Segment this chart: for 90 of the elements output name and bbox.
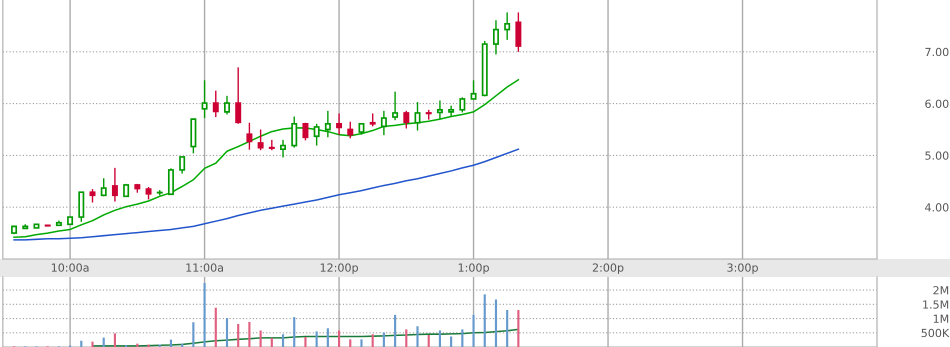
bar [316,331,318,347]
bar [338,330,340,347]
candlestick [504,12,510,41]
bar [226,318,228,347]
bar [326,328,329,347]
candlestick [302,122,308,142]
bar [214,308,217,347]
candlestick [112,167,118,202]
candlestick [403,110,410,130]
candlestick [212,90,219,118]
candlestick [179,156,186,174]
y-tick-label: 5.00 [925,151,948,160]
candlestick [246,122,252,150]
candlestick [436,100,443,120]
x-tick-label: 1:00p [458,263,489,274]
bar [416,326,419,347]
bar [147,344,150,347]
bar [484,294,486,347]
candlestick [90,188,96,204]
candlestick [123,183,130,198]
bar [405,329,408,347]
bar [517,310,520,347]
bar [349,339,352,347]
candlestick [146,186,152,200]
candlestick [392,90,398,121]
candlestick [492,20,499,56]
bar [136,344,138,347]
y-tick-label: 1.5M [923,300,948,309]
x-tick-label: 3:00p [727,263,758,274]
candlestick [515,12,522,52]
bar [428,335,430,347]
candlestick [336,112,342,136]
y-tick-label: 6.00 [925,100,948,108]
candlestick [202,80,208,119]
x-tick-label: 11:00a [186,263,223,272]
candlestick [100,177,107,198]
candlestick [224,95,230,116]
bar [282,334,284,347]
bar [382,332,385,347]
candlestick [380,110,387,136]
bar [494,299,498,347]
bar [461,329,464,347]
candlestick [459,96,466,114]
candlestick [235,66,242,124]
y-tick-label: 500K [922,328,950,338]
line-series [92,328,520,347]
bar [270,338,273,347]
candlestick [470,80,477,100]
bar [80,340,82,347]
candlestick [347,121,354,139]
candlestick [370,112,376,128]
bar [472,314,475,347]
line-series [13,79,520,238]
x-tick-label: 2:00p [592,263,624,274]
y-tick-label: 2M [933,286,948,294]
x-tick-label: 10:00a [52,263,88,272]
candlestick [258,128,264,151]
candlestick [280,139,286,158]
bar [394,314,396,347]
bar [260,330,262,347]
bar [372,334,374,347]
y-tick-label: 4.00 [925,203,948,212]
bar [293,317,296,347]
bar [204,282,206,347]
line-series [13,148,520,241]
candlestick [268,139,275,151]
x-tick-label: 12:00p [320,263,358,274]
candlestick [358,122,364,136]
bar [450,336,452,347]
bar [114,333,116,347]
candlestick [448,104,454,118]
candlestick [291,116,298,148]
bar [360,339,363,347]
bar [91,342,94,347]
bar [237,324,240,347]
bar [506,310,508,347]
candlestick [426,109,432,120]
bar [248,322,250,347]
candlestick [314,123,320,146]
bar [181,344,184,347]
bar [170,340,172,347]
bar [158,344,161,347]
y-tick-label: 7.00 [925,48,948,56]
bar [102,338,105,347]
bar [304,337,307,347]
candlestick [414,101,420,132]
y-tick-label: 1M [934,314,948,323]
bar [192,322,194,347]
bar [438,330,441,347]
candlestick [324,110,331,138]
